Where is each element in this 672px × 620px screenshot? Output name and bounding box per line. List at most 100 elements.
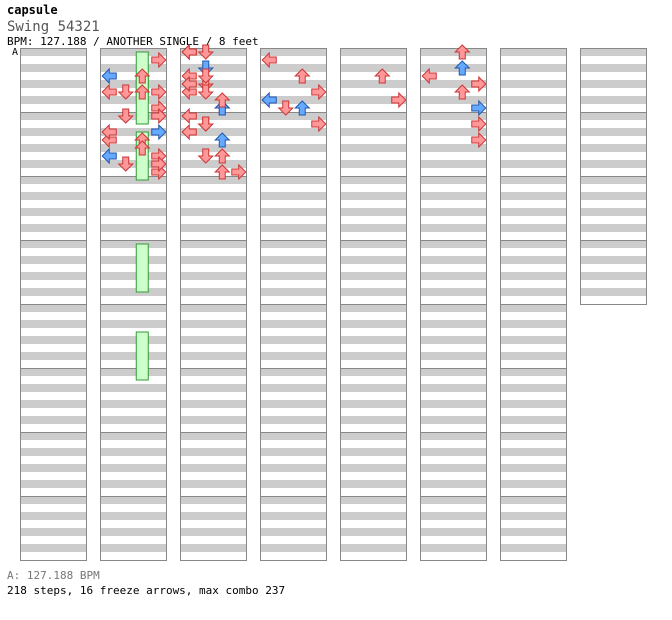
left-arrow-icon [181, 107, 197, 125]
beat-stripe [180, 112, 247, 120]
beat-stripe [100, 160, 167, 168]
chart-title: capsule [7, 3, 58, 17]
beat-stripe [20, 96, 87, 104]
beat-stripe [580, 144, 647, 152]
beat-stripe [100, 256, 167, 264]
beat-stripe [260, 544, 327, 552]
down-arrow-icon [117, 108, 134, 124]
beat-stripe [100, 176, 167, 184]
left-arrow-icon [421, 67, 437, 85]
down-arrow-icon [277, 100, 294, 116]
beat-stripe [340, 304, 407, 312]
beat-stripe [20, 80, 87, 88]
beat-stripe [100, 64, 167, 72]
beat-stripe [580, 240, 647, 248]
left-arrow-icon [101, 67, 117, 85]
beat-stripe [20, 320, 87, 328]
down-arrow-icon [197, 116, 214, 132]
beat-stripe [260, 48, 327, 56]
beat-stripe [580, 192, 647, 200]
beat-stripe [20, 512, 87, 520]
beat-stripe [580, 208, 647, 216]
beat-stripe [20, 160, 87, 168]
beat-stripe [500, 224, 567, 232]
beat-stripe [260, 352, 327, 360]
beat-stripe [420, 128, 487, 136]
beat-stripe [420, 512, 487, 520]
beat-stripe [180, 512, 247, 520]
beat-stripe [420, 432, 487, 440]
beat-stripe [340, 320, 407, 328]
beat-stripe [20, 480, 87, 488]
beat-stripe [420, 256, 487, 264]
beat-stripe [20, 528, 87, 536]
beat-stripe [420, 48, 487, 56]
beat-stripe [260, 224, 327, 232]
beat-stripe [340, 80, 407, 88]
beat-stripe [500, 416, 567, 424]
beat-stripe [340, 416, 407, 424]
beat-stripe [180, 256, 247, 264]
beat-stripe [260, 192, 327, 200]
beat-stripe [100, 80, 167, 88]
beat-stripe [500, 240, 567, 248]
left-arrow-icon [101, 123, 117, 141]
beat-stripe [180, 416, 247, 424]
beat-stripe [260, 304, 327, 312]
beat-stripe [500, 96, 567, 104]
beat-stripe [20, 288, 87, 296]
beat-stripe [500, 272, 567, 280]
beat-stripe [20, 352, 87, 360]
beat-stripe [260, 160, 327, 168]
beat-stripe [500, 160, 567, 168]
up-arrow-icon [134, 84, 151, 100]
beat-stripe [340, 128, 407, 136]
up-arrow-icon [214, 148, 231, 164]
beat-stripe [340, 368, 407, 376]
beat-stripe [340, 448, 407, 456]
beat-stripe [100, 352, 167, 360]
beat-stripe [180, 528, 247, 536]
beat-stripe [420, 448, 487, 456]
beat-stripe [260, 480, 327, 488]
beat-stripe [100, 496, 167, 504]
beat-stripe [420, 528, 487, 536]
beat-stripe [340, 144, 407, 152]
beat-stripe [340, 240, 407, 248]
beat-stripe [420, 64, 487, 72]
beat-stripe [340, 352, 407, 360]
up-arrow-icon [454, 84, 471, 100]
beat-stripe [260, 128, 327, 136]
beat-stripe [420, 80, 487, 88]
beat-stripe [100, 400, 167, 408]
beat-stripe [340, 384, 407, 392]
beat-stripe [100, 544, 167, 552]
beat-stripe [340, 464, 407, 472]
beat-stripe [260, 496, 327, 504]
beat-stripe [340, 528, 407, 536]
beat-stripe [340, 272, 407, 280]
beat-stripe [100, 272, 167, 280]
beat-stripe [340, 256, 407, 264]
down-arrow-icon [197, 148, 214, 164]
beat-stripe [100, 432, 167, 440]
beat-stripe [260, 336, 327, 344]
beat-stripe [500, 304, 567, 312]
beat-stripe [260, 512, 327, 520]
right-arrow-icon [151, 107, 167, 125]
beat-stripe [100, 368, 167, 376]
beat-stripe [500, 512, 567, 520]
beat-stripe [340, 288, 407, 296]
beat-stripe [420, 160, 487, 168]
measure-box [260, 496, 327, 561]
beat-stripe [20, 416, 87, 424]
up-arrow-icon [454, 60, 471, 76]
beat-stripe [420, 400, 487, 408]
down-arrow-icon [117, 84, 134, 100]
up-arrow-icon [214, 92, 231, 108]
beat-stripe [340, 160, 407, 168]
down-arrow-icon [197, 68, 214, 84]
beat-stripe [100, 528, 167, 536]
beat-stripe [180, 304, 247, 312]
left-arrow-icon [181, 43, 197, 61]
